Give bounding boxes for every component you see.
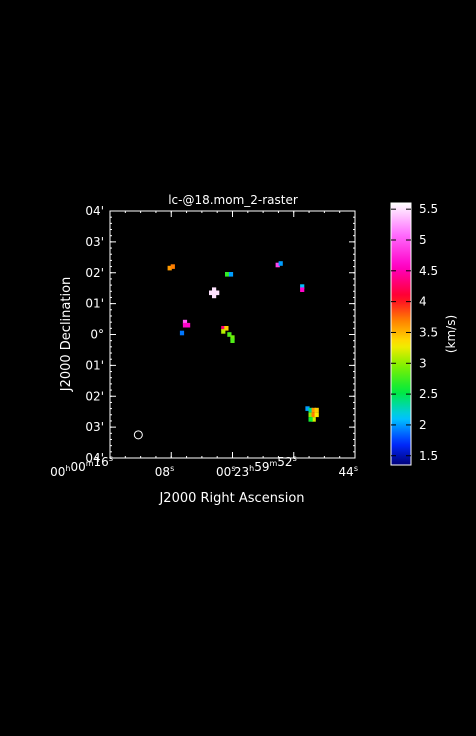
y-tick-label: 01' <box>85 358 104 372</box>
data-pixel <box>308 417 313 422</box>
colorbar-tick-label: 5.5 <box>419 202 438 216</box>
data-pixel <box>311 417 316 422</box>
data-pixel <box>275 262 280 268</box>
colorbar-tick-label: 2.5 <box>419 387 438 401</box>
data-pixel <box>221 326 226 331</box>
data-pixel <box>182 319 188 325</box>
y-tick-label: 02' <box>85 389 104 403</box>
x-tick-label: 00h00m16s <box>50 454 113 479</box>
y-tick-label: 03' <box>85 235 104 249</box>
data-pixel <box>308 412 313 418</box>
data-pixel <box>215 290 220 296</box>
x-tick-label: 44s <box>339 464 358 479</box>
colorbar-tick-label: 5 <box>419 233 427 247</box>
data-pixel <box>212 290 217 296</box>
plot-frame <box>109 210 356 459</box>
data-pixel <box>311 407 316 413</box>
data-pixel <box>221 329 226 334</box>
colorbar-tick-label: 3.5 <box>419 325 438 339</box>
y-tick-label: 02' <box>85 266 104 280</box>
y-tick-label: 0° <box>90 328 104 342</box>
data-pixel <box>278 261 283 266</box>
y-tick-label: 04' <box>85 204 104 218</box>
colorbar-tick-label: 3 <box>419 356 427 370</box>
data-pixel <box>228 272 234 277</box>
data-pixel <box>212 293 217 299</box>
colorbar-tick-label: 1.5 <box>419 449 438 463</box>
data-pixel <box>230 335 235 340</box>
chart-title: lc-@18.mom_2-raster <box>168 193 298 207</box>
data-pixel <box>170 264 175 269</box>
data-pixel <box>179 330 185 336</box>
data-pixel <box>308 407 313 413</box>
colorbar-gradient <box>390 202 412 466</box>
y-tick-label: 04' <box>85 451 104 465</box>
data-pixel <box>305 406 310 411</box>
y-axis-label: J2000 Declination <box>59 277 74 393</box>
y-tick-label: 03' <box>85 420 104 434</box>
data-pixel <box>311 412 316 418</box>
data-pixel <box>300 287 305 292</box>
colorbar-tick-label: 4 <box>419 295 427 309</box>
beam-ellipse <box>133 430 143 440</box>
colorbar-tick-label: 4.5 <box>419 264 438 278</box>
x-axis-label: J2000 Right Ascension <box>158 491 304 506</box>
data-pixel <box>182 322 188 328</box>
data-pixel <box>314 407 319 413</box>
y-tick-label: 01' <box>85 297 104 311</box>
data-pixel <box>314 412 319 418</box>
data-pixel <box>230 338 235 343</box>
colorbar-unit-label: (km/s) <box>444 315 458 353</box>
colorbar: 5.5 5 4.5 4 3.5 3 2.5 2 1.5 <box>390 202 438 466</box>
data-pixel <box>167 265 172 271</box>
plot-area <box>109 210 356 459</box>
data-pixel <box>227 332 232 337</box>
x-tick-label: 08s <box>155 464 174 479</box>
data-pixel <box>209 290 214 296</box>
data-pixel <box>300 284 305 289</box>
x-tick-label: 23h59m52s <box>234 454 297 479</box>
data-pixel <box>225 272 230 277</box>
data-pixel <box>186 322 191 328</box>
data-pixel <box>224 326 229 331</box>
data-pixel <box>212 287 217 292</box>
x-tick-label: 00s <box>216 464 235 479</box>
colorbar-tick-label: 2 <box>419 418 427 432</box>
